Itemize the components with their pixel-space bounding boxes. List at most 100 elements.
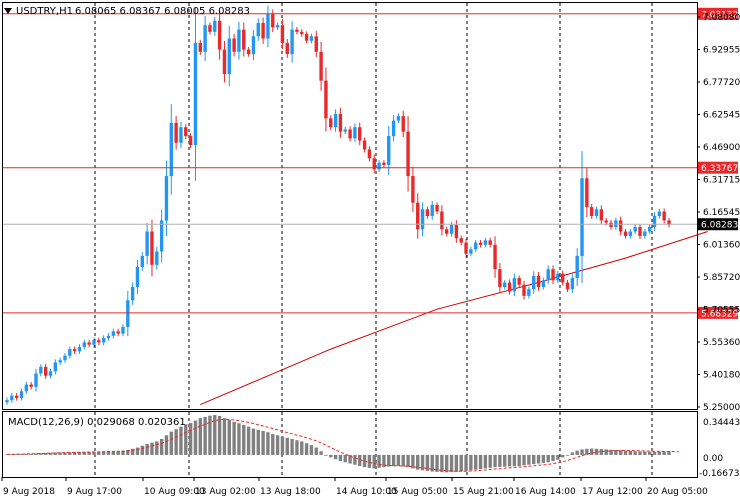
macd-bar bbox=[242, 424, 246, 455]
main-plot-frame bbox=[2, 2, 698, 410]
candle bbox=[435, 202, 439, 215]
candle bbox=[667, 217, 671, 228]
macd-bar bbox=[227, 419, 231, 455]
macd-bar bbox=[285, 437, 289, 455]
macd-bar bbox=[430, 454, 434, 472]
macd-bar bbox=[68, 452, 72, 455]
candle bbox=[594, 206, 599, 219]
candle bbox=[5, 397, 9, 406]
candle bbox=[430, 201, 434, 220]
level-label: 5.68329 bbox=[701, 309, 738, 319]
macd-bar bbox=[570, 452, 575, 455]
candle bbox=[188, 133, 193, 149]
macd-bar bbox=[266, 432, 270, 455]
time-tick-label: 16 Aug 14:00 bbox=[515, 487, 576, 497]
candle bbox=[551, 265, 555, 285]
macd-bar bbox=[657, 451, 662, 455]
macd-signal-line bbox=[6, 418, 679, 472]
candle bbox=[101, 335, 106, 346]
macd-bar bbox=[198, 418, 202, 455]
candle bbox=[488, 237, 492, 248]
price-tick-label: 6.01360 bbox=[703, 241, 740, 251]
macd-bar bbox=[440, 454, 444, 473]
macd-bar bbox=[416, 454, 420, 470]
macd-bar bbox=[101, 451, 106, 455]
macd-bar bbox=[246, 426, 251, 455]
candle bbox=[232, 33, 236, 57]
candle bbox=[507, 279, 512, 295]
candle bbox=[343, 126, 347, 135]
macd-bar bbox=[551, 454, 555, 462]
macd-bar bbox=[309, 445, 314, 455]
candle bbox=[82, 339, 87, 350]
collapse-triangle-icon[interactable] bbox=[4, 8, 12, 14]
macd-bar bbox=[97, 451, 101, 455]
time-tick-label: 13 Aug 18:00 bbox=[260, 487, 321, 497]
macd-bar bbox=[43, 452, 48, 455]
macd-bar bbox=[319, 451, 323, 455]
macd-bar bbox=[135, 447, 140, 455]
macd-bar bbox=[449, 454, 454, 473]
macd-bar bbox=[512, 454, 517, 467]
candle bbox=[203, 15, 207, 62]
macd-bar bbox=[575, 450, 579, 455]
macd-bar bbox=[377, 454, 381, 468]
macd-bar bbox=[58, 452, 62, 455]
candle bbox=[130, 282, 135, 305]
macd-bar bbox=[237, 423, 241, 455]
candle bbox=[498, 263, 502, 294]
candle bbox=[19, 388, 24, 401]
macd-bar bbox=[140, 445, 144, 455]
candles-layer bbox=[5, 5, 671, 406]
candle bbox=[527, 286, 531, 299]
macd-tick-label: 0.00 bbox=[703, 454, 723, 464]
candle bbox=[198, 39, 202, 55]
candle bbox=[319, 41, 323, 91]
candle bbox=[251, 30, 256, 61]
macd-bar bbox=[314, 447, 318, 455]
candle bbox=[290, 21, 294, 63]
candle bbox=[121, 324, 125, 337]
candle bbox=[512, 273, 517, 297]
candle bbox=[478, 239, 483, 248]
macd-bar bbox=[343, 454, 347, 463]
candle bbox=[425, 206, 430, 219]
candle bbox=[401, 110, 405, 138]
macd-bar bbox=[295, 440, 299, 455]
moving-average-line bbox=[200, 231, 708, 406]
macd-bar bbox=[14, 454, 19, 455]
macd-bar bbox=[406, 454, 410, 468]
macd-bar bbox=[667, 451, 671, 455]
macd-bar bbox=[53, 452, 58, 455]
candle bbox=[68, 346, 72, 359]
macd-bar bbox=[333, 454, 338, 460]
macd-bar bbox=[150, 442, 154, 455]
candle bbox=[275, 22, 280, 31]
macd-bar bbox=[459, 454, 463, 472]
macd-bar bbox=[116, 450, 120, 455]
macd-bar bbox=[82, 451, 87, 455]
macd-bar bbox=[87, 451, 91, 455]
candle bbox=[454, 220, 459, 243]
candle bbox=[367, 146, 372, 162]
macd-bar bbox=[522, 454, 526, 466]
candle bbox=[362, 137, 367, 153]
candle bbox=[517, 275, 521, 288]
time-tick-label: 14 Aug 10:00 bbox=[336, 487, 397, 497]
candle bbox=[580, 151, 584, 284]
candle bbox=[474, 239, 478, 252]
candle bbox=[387, 126, 391, 176]
macd-bar bbox=[34, 453, 38, 455]
candle bbox=[92, 337, 96, 348]
candle bbox=[575, 248, 579, 286]
macd-plot-frame bbox=[2, 411, 698, 478]
candle bbox=[135, 260, 140, 294]
macd-bar bbox=[155, 441, 159, 455]
macd-bar bbox=[633, 451, 637, 455]
level-label-bg bbox=[698, 161, 738, 174]
macd-bar bbox=[184, 424, 188, 455]
candle bbox=[609, 219, 613, 230]
candle bbox=[411, 166, 415, 212]
candle bbox=[536, 272, 541, 291]
